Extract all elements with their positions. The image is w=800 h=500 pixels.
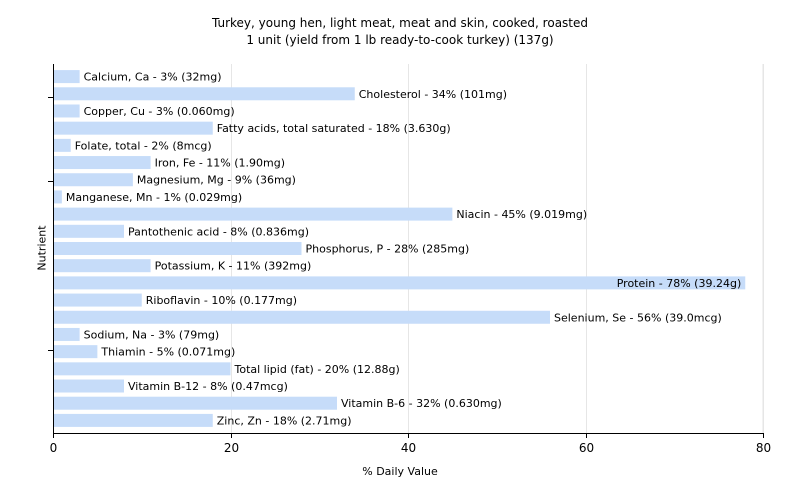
bar bbox=[54, 362, 231, 376]
bar bbox=[54, 413, 213, 427]
bar bbox=[54, 242, 302, 255]
bar bbox=[54, 190, 62, 204]
bar bbox=[54, 327, 80, 341]
bar bbox=[54, 173, 133, 187]
bar bbox=[54, 138, 71, 152]
x-axis-label: % Daily Value bbox=[362, 465, 438, 478]
bar-label: Vitamin B-6 - 32% (0.630mg) bbox=[341, 397, 502, 410]
x-tick-label: 40 bbox=[401, 441, 416, 455]
bar-label: Potassium, K - 11% (392mg) bbox=[155, 260, 312, 273]
bar-label: Iron, Fe - 11% (1.90mg) bbox=[155, 157, 285, 170]
bar-label: Sodium, Na - 3% (79mg) bbox=[84, 328, 220, 341]
bar-label: Selenium, Se - 56% (39.0mcg) bbox=[554, 311, 722, 324]
chart-subtitle: 1 unit (yield from 1 lb ready-to-cook tu… bbox=[246, 33, 554, 47]
x-tick-label: 60 bbox=[579, 441, 594, 455]
bar-label: Vitamin B-12 - 8% (0.47mcg) bbox=[128, 380, 288, 393]
bar bbox=[54, 259, 151, 273]
bar bbox=[54, 345, 98, 359]
bar-label: Folate, total - 2% (8mcg) bbox=[75, 139, 212, 152]
bar-label: Thiamin - 5% (0.071mg) bbox=[100, 346, 235, 359]
bar bbox=[54, 293, 142, 307]
bar-label: Manganese, Mn - 1% (0.029mg) bbox=[66, 191, 242, 204]
bar-label: Niacin - 45% (9.019mg) bbox=[456, 208, 587, 221]
y-axis-label: Nutrient bbox=[35, 225, 49, 271]
bar-label: Phosphorus, P - 28% (285mg) bbox=[306, 243, 470, 256]
bar bbox=[54, 156, 151, 170]
bar bbox=[54, 104, 80, 118]
bar-label: Copper, Cu - 3% (0.060mg) bbox=[84, 105, 235, 118]
bar-label: Protein - 78% (39.24g) bbox=[617, 277, 742, 290]
bar bbox=[54, 310, 550, 324]
bar bbox=[54, 207, 453, 221]
bar-label: Pantothenic acid - 8% (0.836mg) bbox=[128, 225, 309, 238]
bar bbox=[54, 396, 337, 410]
bar bbox=[54, 70, 80, 84]
chart-title: Turkey, young hen, light meat, meat and … bbox=[211, 16, 589, 30]
x-tick-label: 80 bbox=[756, 441, 771, 455]
bar-label: Fatty acids, total saturated - 18% (3.63… bbox=[217, 122, 451, 135]
x-tick-label: 20 bbox=[224, 441, 239, 455]
bar-label: Riboflavin - 10% (0.177mg) bbox=[146, 294, 297, 307]
bar bbox=[54, 87, 355, 101]
bar-label: Calcium, Ca - 3% (32mg) bbox=[84, 71, 222, 84]
x-tick-label: 0 bbox=[50, 441, 58, 455]
bar bbox=[54, 379, 124, 393]
bar-label: Zinc, Zn - 18% (2.71mg) bbox=[217, 414, 352, 427]
bar-label: Total lipid (fat) - 20% (12.88g) bbox=[234, 363, 400, 376]
bar bbox=[54, 121, 213, 135]
bar-label: Cholesterol - 34% (101mg) bbox=[359, 88, 507, 101]
bar-label: Magnesium, Mg - 9% (36mg) bbox=[137, 174, 296, 187]
bar bbox=[54, 224, 124, 238]
bar bbox=[54, 276, 746, 290]
